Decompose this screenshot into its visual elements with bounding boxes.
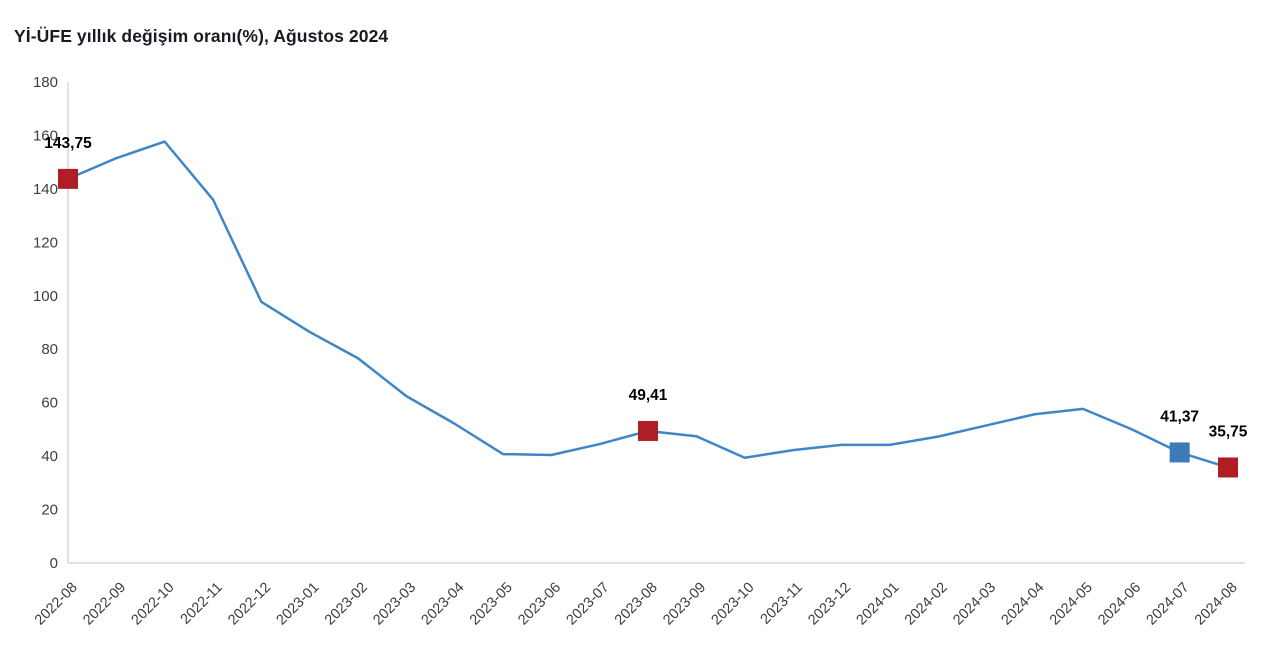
y-tick-label: 120 [33,234,58,251]
data-point-label: 49,41 [629,387,668,404]
x-tick-label: 2022-08 [32,580,81,629]
x-tick-label: 2024-06 [1095,580,1144,629]
chart-title: Yİ-ÜFE yıllık değişim oranı(%), Ağustos … [14,26,389,46]
x-tick-label: 2022-12 [225,580,274,629]
data-point-label: 41,37 [1160,408,1199,425]
y-tick-label: 40 [41,448,58,465]
x-tick-label: 2024-05 [1047,580,1096,629]
x-tick-label: 2023-09 [660,580,709,629]
y-tick-label: 60 [41,395,58,412]
x-tick-label: 2023-06 [515,580,564,629]
data-point-marker [58,168,78,189]
x-tick-label: 2023-08 [612,580,661,629]
x-tick-label: 2023-12 [805,580,854,629]
x-tick-label: 2023-05 [467,580,516,629]
x-tick-label: 2024-02 [902,580,951,629]
x-tick-label: 2023-01 [274,580,323,629]
y-tick-label: 80 [41,341,58,358]
x-tick-label: 2024-04 [999,580,1048,629]
data-point-label: 143,75 [44,135,92,152]
y-tick-label: 0 [50,555,58,572]
y-tick-label: 20 [41,502,58,519]
y-tick-label: 180 [33,74,58,91]
x-tick-label: 2023-03 [370,580,419,629]
data-point-marker [1218,457,1238,478]
y-tick-label: 160 [33,127,58,144]
y-tick-label: 100 [33,288,58,305]
data-point-marker [638,420,658,441]
x-tick-label: 2022-10 [129,580,178,629]
x-tick-label: 2024-07 [1144,580,1193,629]
x-tick-label: 2023-07 [564,580,613,629]
y-tick-label: 140 [33,181,58,198]
x-tick-label: 2024-03 [950,580,999,629]
x-tick-label: 2023-11 [758,580,806,628]
x-tick-label: 2022-11 [178,580,226,628]
x-tick-label: 2022-09 [80,580,129,629]
data-line [66,140,1230,469]
x-tick-label: 2023-02 [322,580,371,629]
data-point-label: 35,75 [1209,423,1248,440]
x-tick-label: 2024-01 [854,580,903,629]
x-tick-label: 2023-04 [419,580,468,629]
data-point-marker [1169,442,1190,463]
x-tick-label: 2023-10 [709,580,758,629]
x-tick-label: 2024-08 [1192,580,1241,629]
